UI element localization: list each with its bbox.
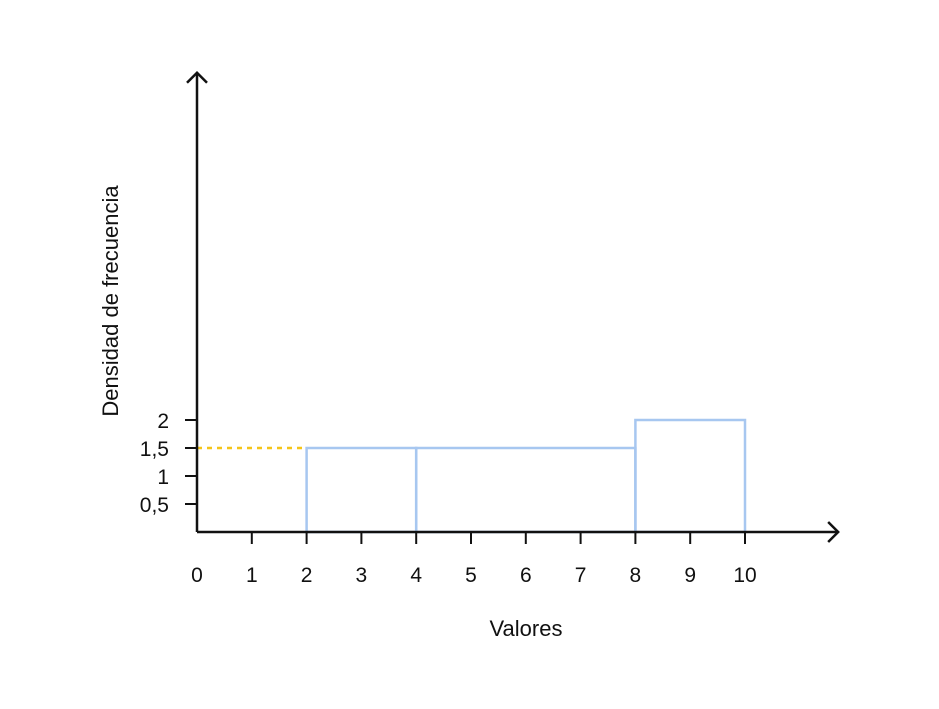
x-axis-label: Valores (490, 616, 563, 641)
x-tick-label: 5 (465, 564, 477, 587)
histogram-bar-2 (414, 446, 637, 534)
x-tick-label: 7 (575, 564, 587, 587)
x-axis-arrow (827, 521, 840, 543)
histogram-bar-1 (305, 446, 418, 534)
x-tick-label: 4 (410, 564, 422, 587)
histogram-bars (305, 418, 747, 534)
histogram-bar-3 (634, 418, 747, 534)
x-tick-label: 3 (356, 564, 368, 587)
y-tick-label: 1,5 (140, 438, 169, 461)
x-tick-label: 9 (684, 564, 696, 587)
x-ticks: 0 1 2 3 4 5 6 7 8 9 10 (191, 532, 757, 587)
y-axis-arrow (186, 71, 208, 84)
y-tick-label: 0,5 (140, 494, 169, 517)
y-axis-label: Densidad de frecuencia (98, 185, 123, 417)
y-tick-label: 2 (157, 410, 169, 433)
x-tick-label: 6 (520, 564, 532, 587)
x-tick-label: 8 (630, 564, 642, 587)
y-ticks: 0,5 1 1,5 2 (140, 410, 197, 517)
x-tick-label: 0 (191, 564, 203, 587)
x-tick-label: 2 (301, 564, 313, 587)
x-tick-label: 10 (733, 564, 756, 587)
axes (186, 71, 840, 543)
y-tick-label: 1 (157, 466, 169, 489)
x-tick-label: 1 (246, 564, 258, 587)
